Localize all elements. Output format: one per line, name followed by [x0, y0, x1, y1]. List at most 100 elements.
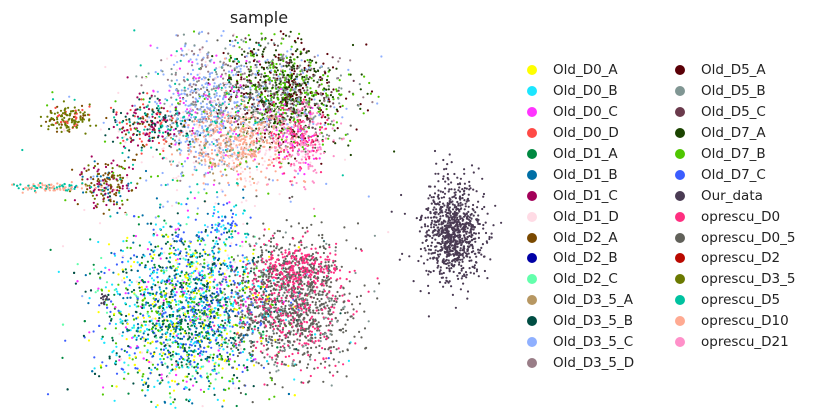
scatter-point: [187, 126, 190, 129]
scatter-point: [297, 125, 300, 128]
scatter-point: [244, 177, 247, 180]
scatter-point: [176, 149, 179, 152]
scatter-point: [207, 146, 210, 149]
scatter-point: [314, 89, 318, 92]
scatter-point: [439, 266, 442, 269]
scatter-point: [56, 121, 59, 124]
scatter-point: [230, 123, 233, 127]
scatter-point: [202, 92, 205, 96]
scatter-point: [228, 162, 231, 165]
scatter-point: [286, 50, 289, 53]
scatter-point: [211, 100, 214, 103]
scatter-point: [277, 109, 280, 112]
scatter-point: [221, 159, 224, 162]
scatter-point: [64, 107, 67, 110]
scatter-point: [65, 120, 68, 123]
scatter-point: [63, 182, 66, 186]
scatter-point: [464, 252, 467, 255]
scatter-point: [246, 85, 250, 88]
scatter-points: [11, 29, 503, 409]
scatter-point: [433, 251, 436, 254]
scatter-point: [331, 56, 334, 59]
scatter-point: [318, 84, 321, 87]
scatter-point: [459, 198, 462, 201]
scatter-point: [175, 327, 178, 330]
scatter-point: [228, 121, 231, 124]
scatter-point: [314, 139, 317, 142]
scatter-point: [179, 141, 183, 144]
scatter-point: [122, 139, 125, 142]
scatter-point: [457, 236, 460, 239]
scatter-point: [159, 123, 162, 126]
scatter-point: [322, 62, 325, 65]
scatter-point: [155, 347, 158, 350]
scatter-point: [281, 100, 284, 103]
scatter-point: [329, 105, 332, 108]
scatter-point: [232, 60, 235, 63]
scatter-point: [298, 118, 301, 122]
scatter-point: [440, 232, 443, 235]
scatter-point: [300, 120, 303, 124]
scatter-point: [270, 132, 273, 135]
scatter-point: [276, 93, 279, 96]
scatter-point: [232, 162, 235, 165]
scatter-point: [121, 203, 124, 206]
scatter-point: [270, 108, 273, 111]
scatter-point: [338, 137, 341, 140]
scatter-point: [12, 183, 15, 186]
scatter-point: [215, 128, 219, 132]
scatter-point: [190, 89, 193, 92]
scatter-point: [216, 75, 219, 78]
scatter-point: [154, 123, 157, 126]
scatter-point: [192, 100, 195, 103]
scatter-point: [273, 105, 276, 108]
scatter-point: [440, 196, 443, 199]
scatter-point: [318, 128, 322, 131]
scatter-point: [250, 115, 253, 118]
scatter-point: [283, 172, 286, 175]
scatter-point: [463, 230, 466, 233]
scatter-point: [260, 123, 263, 126]
scatter-point: [241, 146, 245, 149]
scatter-point: [439, 227, 442, 230]
scatter-point: [179, 116, 182, 119]
scatter-point: [273, 33, 276, 36]
scatter-point: [66, 129, 69, 132]
scatter-point: [257, 104, 260, 107]
scatter-point: [116, 189, 119, 192]
scatter-point: [462, 247, 465, 251]
scatter-point: [290, 116, 293, 119]
scatter-point: [186, 156, 189, 160]
scatter-point: [199, 145, 202, 148]
scatter-point: [466, 236, 469, 239]
scatter-point: [200, 30, 204, 33]
scatter-point: [209, 97, 212, 100]
scatter-point: [235, 91, 239, 94]
scatter-point: [466, 245, 470, 248]
scatter-point: [61, 112, 65, 115]
scatter-point: [463, 199, 466, 202]
scatter-point: [185, 129, 188, 133]
scatter-point: [85, 169, 88, 172]
scatter-point: [274, 147, 277, 150]
scatter-point: [252, 159, 255, 162]
scatter-point: [147, 72, 150, 75]
scatter-point: [430, 221, 433, 225]
scatter-point: [174, 143, 177, 146]
scatter-point: [149, 44, 152, 47]
scatter-point: [104, 172, 107, 175]
scatter-point: [272, 122, 276, 125]
scatter-point: [199, 102, 202, 105]
scatter-point: [363, 75, 366, 78]
scatter-point: [220, 111, 224, 114]
scatter-point: [27, 184, 30, 187]
scatter-point: [240, 38, 243, 41]
scatter-point: [146, 128, 149, 131]
scatter-point: [138, 98, 141, 101]
scatter-point: [247, 68, 250, 71]
scatter-point: [334, 112, 337, 115]
scatter-point: [272, 64, 275, 67]
scatter-point: [166, 78, 169, 81]
scatter-point: [194, 77, 197, 80]
scatter-point: [262, 50, 265, 53]
